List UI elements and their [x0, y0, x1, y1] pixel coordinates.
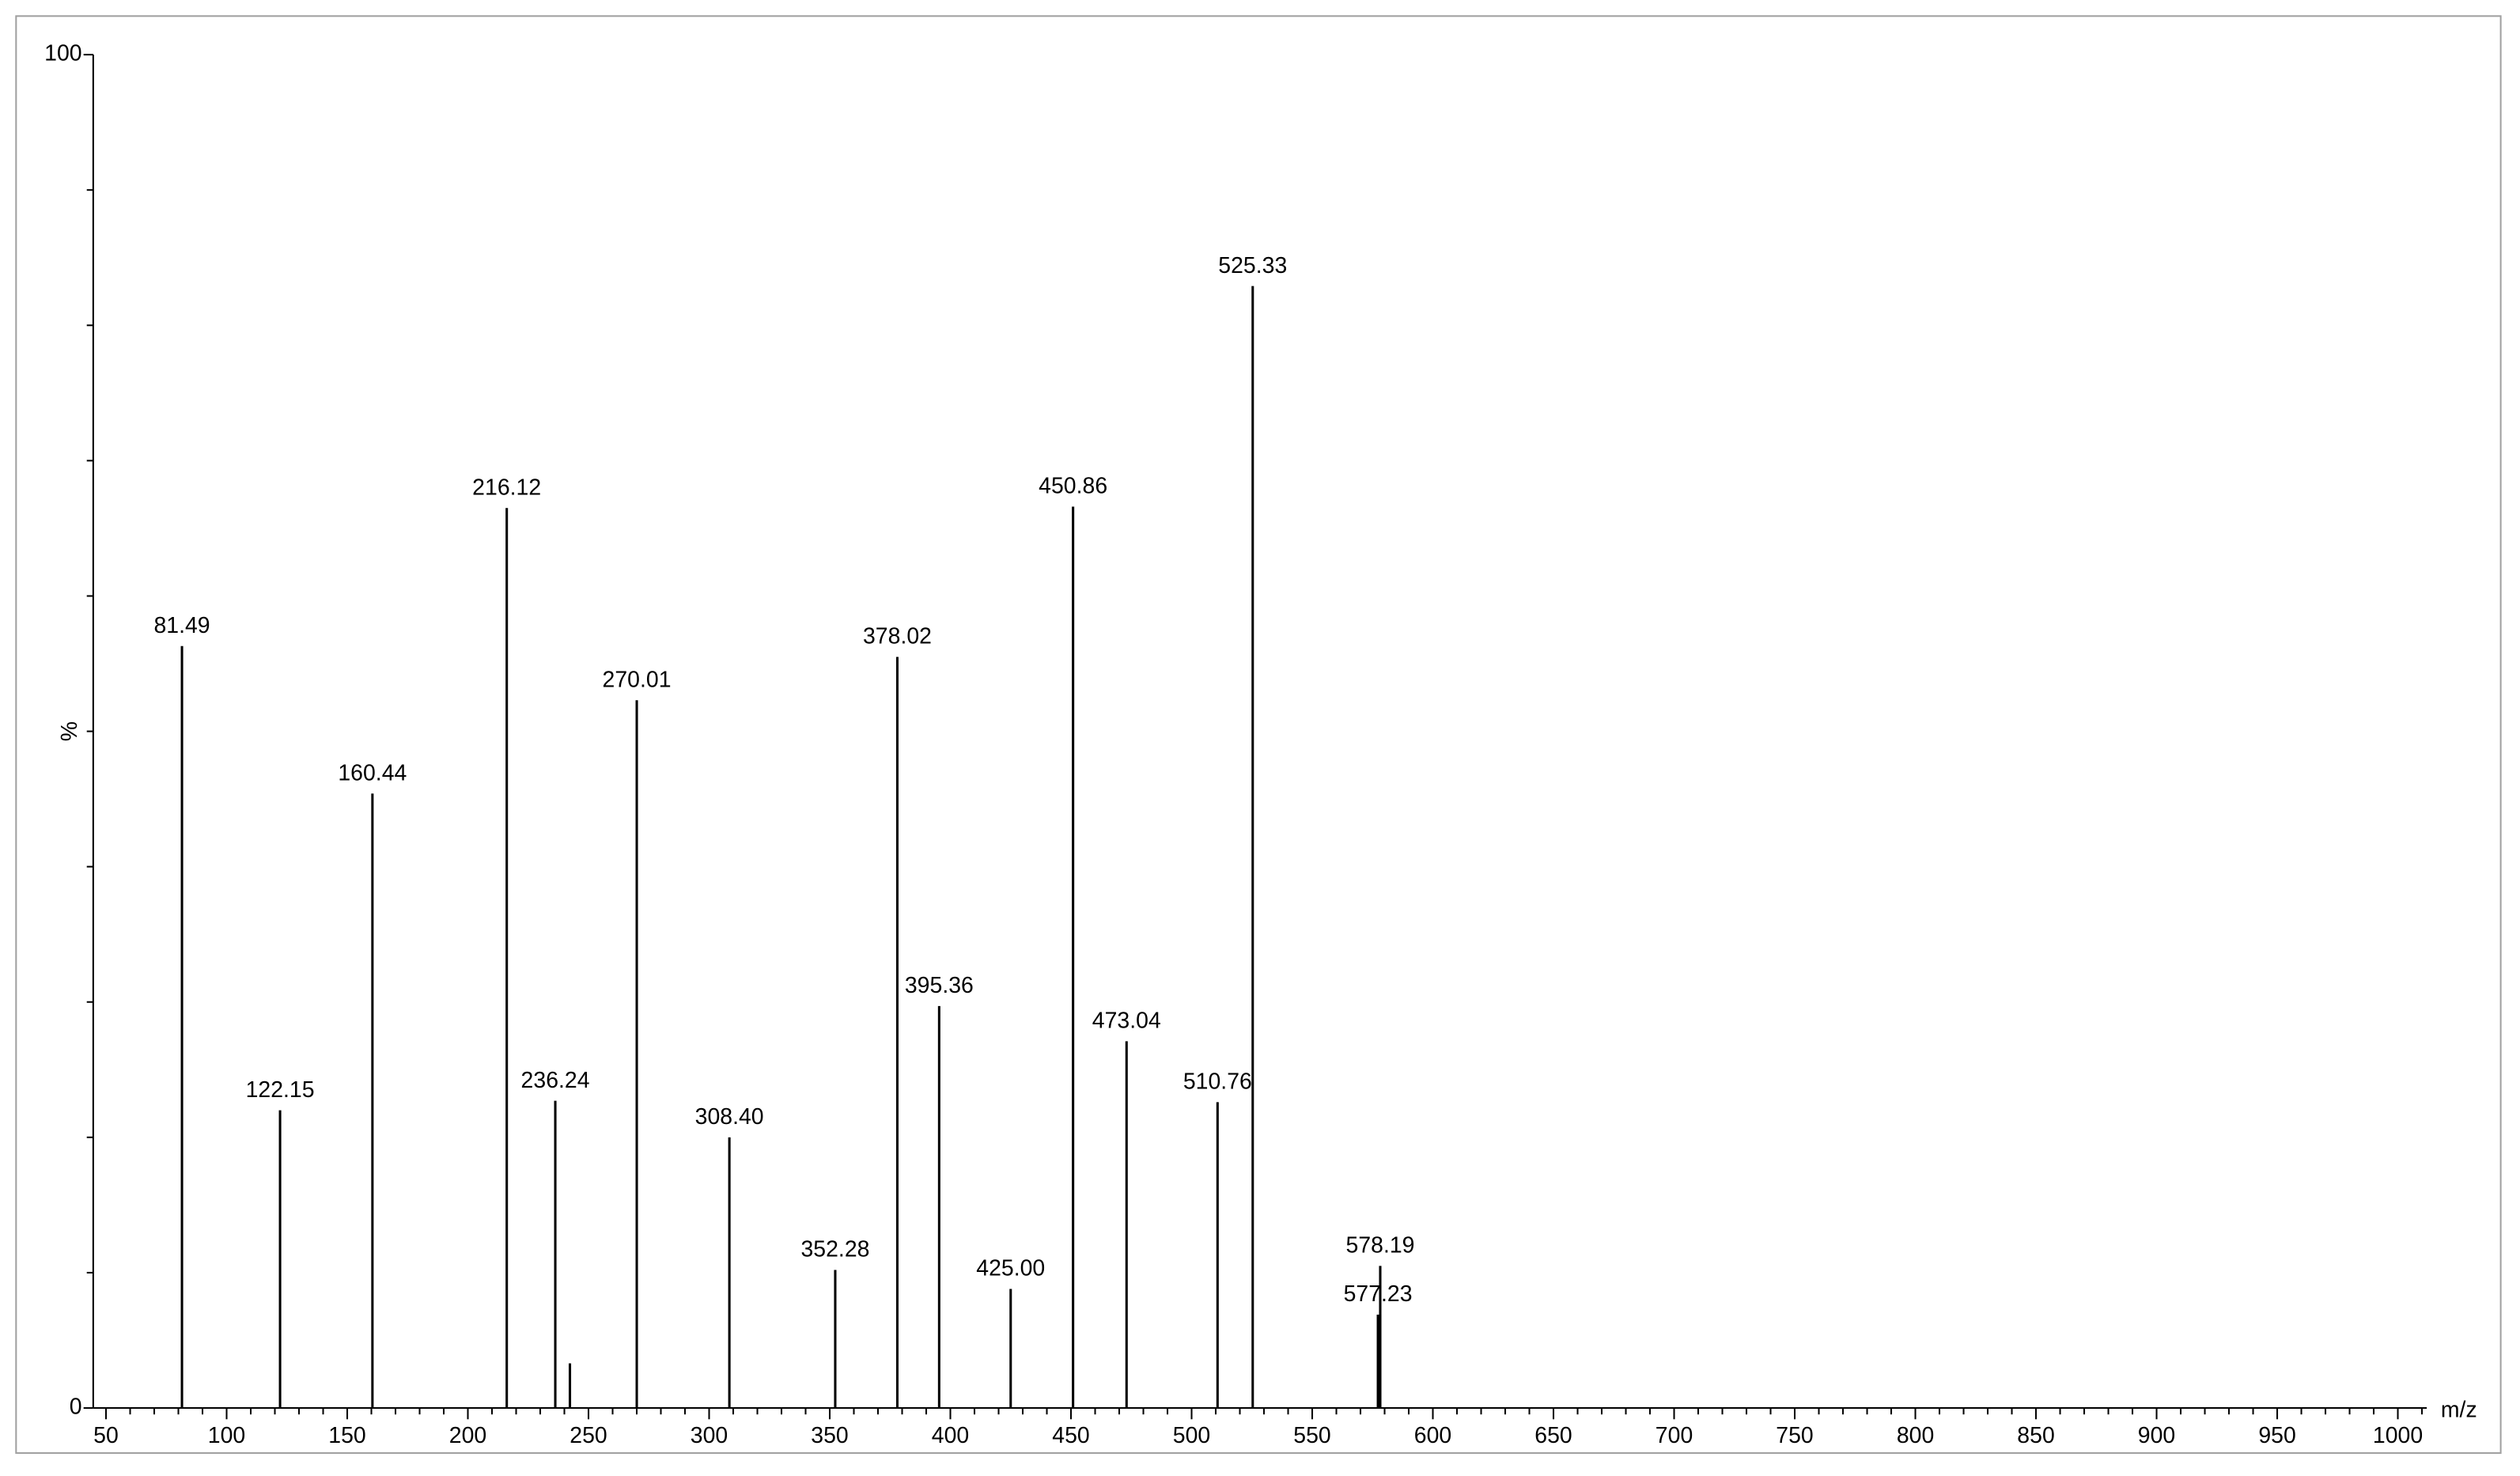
- peak-label: 577.23: [1344, 1281, 1413, 1307]
- peak-label: 578.19: [1346, 1233, 1415, 1258]
- x-tick-label: 100: [208, 1423, 245, 1448]
- x-tick-label: 1000: [2373, 1423, 2423, 1448]
- peak-label: 352.28: [800, 1237, 869, 1262]
- x-tick-label: 150: [328, 1423, 365, 1448]
- peak-label: 510.76: [1183, 1069, 1252, 1095]
- x-tick-label: 500: [1173, 1423, 1210, 1448]
- peak-label: 395.36: [905, 973, 974, 998]
- x-tick-label: 600: [1414, 1423, 1451, 1448]
- x-tick-label: 350: [811, 1423, 848, 1448]
- peak-label: 160.44: [338, 760, 407, 785]
- x-tick-label: 900: [2138, 1423, 2175, 1448]
- peak-label: 525.33: [1218, 253, 1287, 278]
- peak-label: 473.04: [1092, 1009, 1161, 1034]
- y-tick-label: 0: [70, 1395, 82, 1420]
- peak-label: 216.12: [472, 475, 541, 500]
- x-axis-label: m/z: [2441, 1398, 2477, 1423]
- peak-label: 450.86: [1039, 474, 1107, 499]
- x-tick-label: 450: [1052, 1423, 1089, 1448]
- x-tick-label: 800: [1897, 1423, 1934, 1448]
- peak-label: 122.15: [246, 1077, 315, 1103]
- x-tick-label: 700: [1655, 1423, 1693, 1448]
- x-tick-label: 650: [1534, 1423, 1572, 1448]
- peak-label: 425.00: [976, 1256, 1045, 1281]
- frame: [15, 15, 2502, 1454]
- x-tick-label: 250: [569, 1423, 607, 1448]
- x-tick-label: 400: [932, 1423, 969, 1448]
- peak-label: 308.40: [695, 1104, 764, 1130]
- x-tick-label: 950: [2258, 1423, 2295, 1448]
- peak-label: 378.02: [863, 624, 932, 649]
- x-tick-label: 850: [2017, 1423, 2054, 1448]
- y-tick-label: 100: [44, 41, 81, 66]
- peak-label: 236.24: [521, 1068, 590, 1093]
- peak-label: 270.01: [603, 667, 672, 692]
- x-tick-label: 50: [93, 1423, 119, 1448]
- x-tick-label: 200: [449, 1423, 486, 1448]
- x-tick-label: 550: [1293, 1423, 1330, 1448]
- x-tick-label: 750: [1776, 1423, 1813, 1448]
- peak-label: 81.49: [153, 613, 210, 638]
- y-axis-label: %: [57, 721, 82, 741]
- x-tick-label: 300: [691, 1423, 728, 1448]
